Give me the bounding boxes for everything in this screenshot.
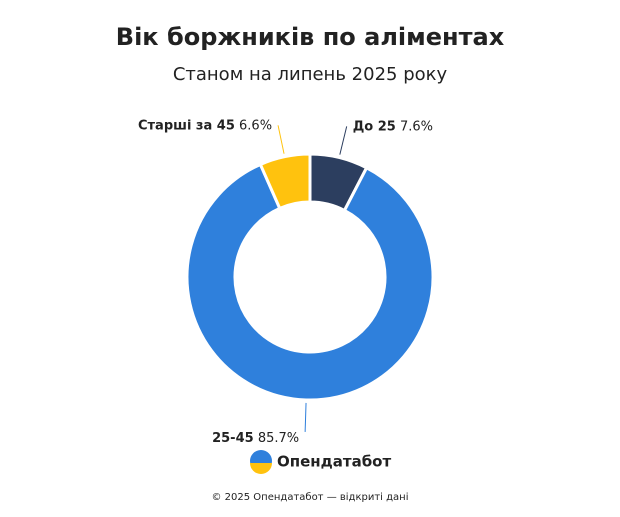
footer: © 2025 Опендатабот — відкриті дані bbox=[212, 491, 409, 503]
category-label: 25-45 bbox=[212, 430, 254, 445]
logo-icon-half bbox=[250, 463, 272, 474]
value-label: 6.6% bbox=[239, 118, 272, 133]
data-label: 25-45 85.7% bbox=[212, 430, 299, 445]
leader-line bbox=[304, 402, 307, 432]
category-label: До 25 bbox=[353, 119, 396, 134]
brand-name: Опендатабот bbox=[277, 453, 391, 471]
leader-line bbox=[339, 126, 348, 155]
chart-subtitle: Станом на липень 2025 року bbox=[173, 64, 448, 85]
data-label: До 25 7.6% bbox=[353, 119, 433, 134]
chart-title: Вік боржників по аліментах bbox=[116, 23, 505, 51]
category-label: Старші за 45 bbox=[138, 118, 235, 133]
value-label: 7.6% bbox=[400, 119, 433, 134]
data-label: Старші за 45 6.6% bbox=[138, 118, 272, 133]
value-label: 85.7% bbox=[258, 430, 299, 445]
brand-logo bbox=[250, 450, 272, 474]
leader-line bbox=[277, 125, 285, 154]
donut-slice bbox=[185, 162, 435, 402]
donut-slice bbox=[258, 152, 312, 211]
